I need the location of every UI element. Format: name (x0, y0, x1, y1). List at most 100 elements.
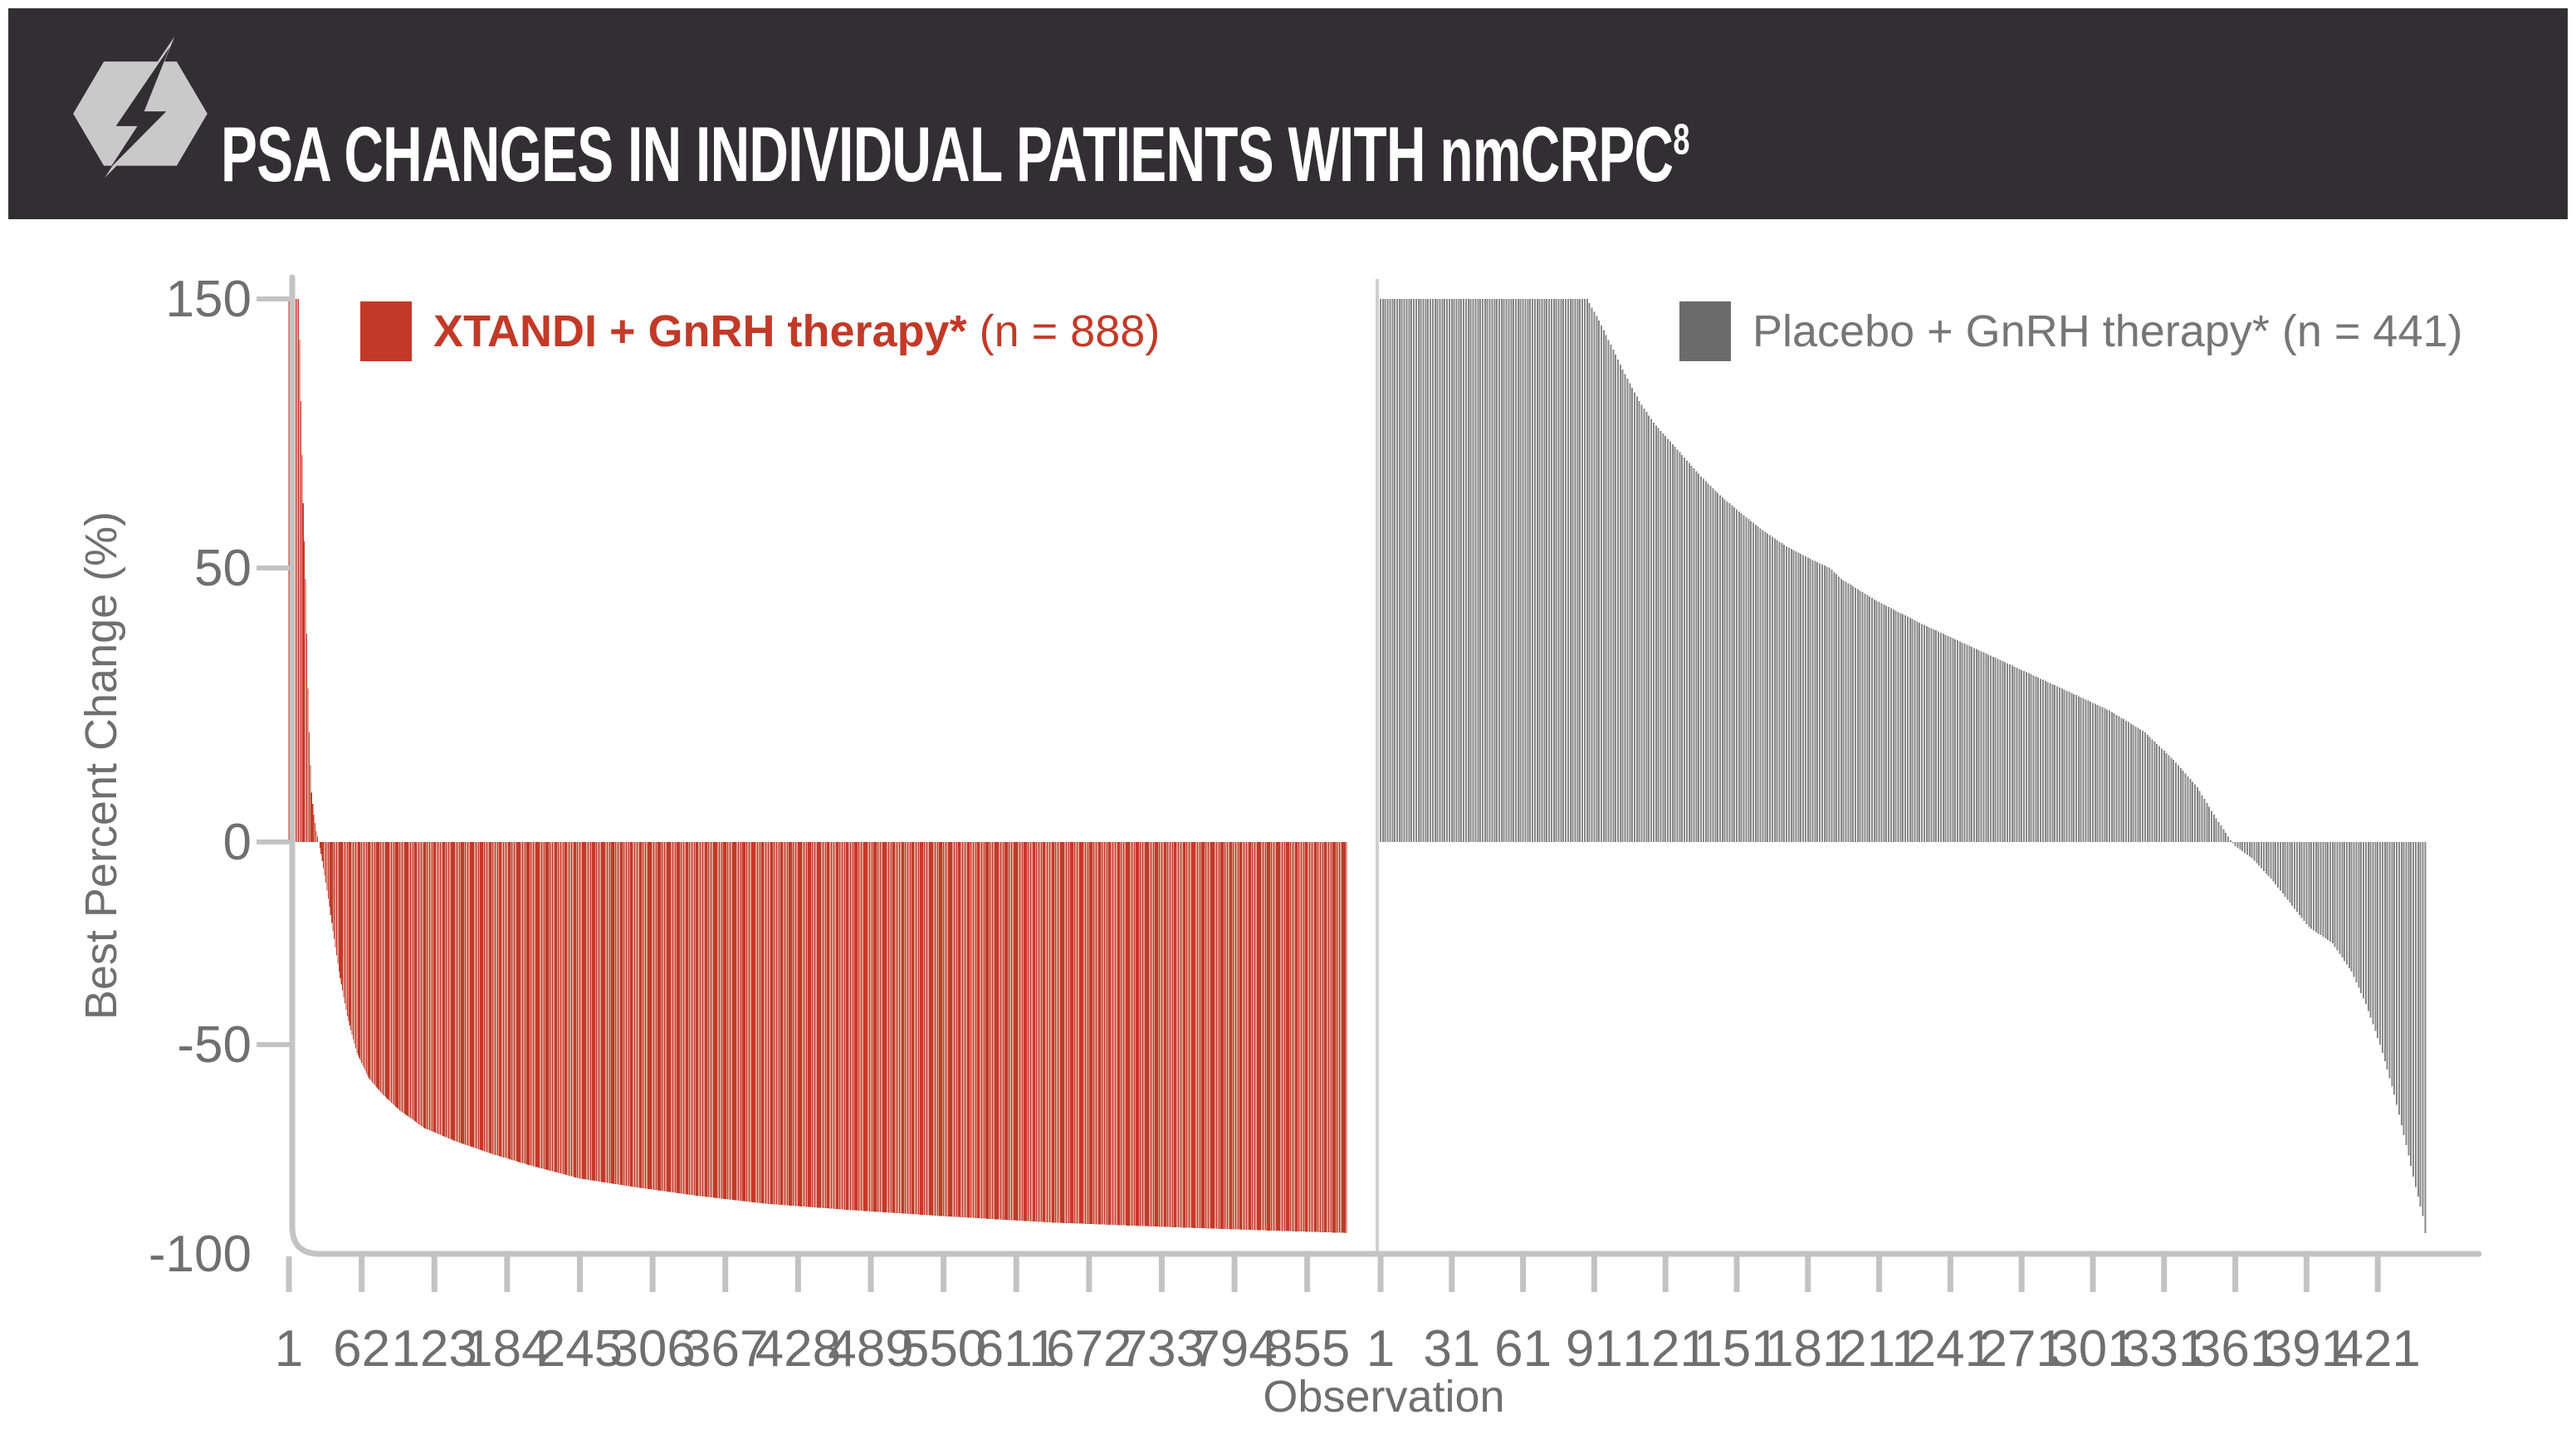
bar (1305, 842, 1307, 1232)
bar (1168, 842, 1170, 1227)
bar (2096, 705, 2099, 842)
bar (1591, 307, 1593, 842)
bar (1056, 842, 1058, 1223)
bar (690, 842, 692, 1196)
bar (364, 842, 366, 1071)
bar (1925, 625, 1928, 842)
bar (1231, 842, 1233, 1230)
bar (334, 842, 335, 940)
bar (1327, 842, 1328, 1233)
bar (536, 842, 538, 1168)
bar (670, 842, 672, 1192)
bar (1389, 299, 1391, 842)
bar (835, 842, 837, 1209)
bar (565, 842, 566, 1175)
bar (946, 842, 948, 1216)
bar (310, 792, 312, 842)
bar (1928, 627, 1930, 842)
bar (944, 842, 946, 1216)
bar (473, 842, 475, 1148)
bar (1084, 842, 1087, 1224)
bar (608, 842, 609, 1183)
bar (1474, 299, 1477, 842)
bar (1100, 842, 1102, 1225)
bar (1583, 299, 1586, 842)
bar (712, 842, 714, 1198)
bar (561, 842, 563, 1174)
bar (628, 842, 629, 1187)
bar (979, 842, 980, 1219)
bar (1740, 513, 1743, 842)
bar (1059, 842, 1061, 1223)
bar (2261, 842, 2263, 869)
bar (2203, 799, 2206, 842)
x-tick-label: 241 (1908, 1320, 1993, 1378)
bar (567, 842, 569, 1176)
bar (395, 842, 397, 1108)
bar (523, 842, 525, 1164)
bar (1064, 842, 1066, 1223)
bar (1273, 842, 1275, 1231)
bar (1436, 299, 1439, 842)
bar (887, 842, 888, 1213)
bar (2229, 840, 2231, 842)
bar (2419, 842, 2422, 1207)
bar (755, 842, 757, 1203)
bar (629, 842, 631, 1187)
bar (624, 842, 626, 1186)
bar (890, 842, 892, 1213)
bar (471, 842, 472, 1147)
bar (1643, 408, 1645, 842)
bar (1657, 428, 1659, 842)
bar (466, 842, 467, 1145)
bar (1806, 557, 1809, 842)
bar (676, 842, 677, 1193)
x-tick-label: 391 (2264, 1320, 2349, 1378)
xtandi-bars (288, 299, 1347, 1233)
bar (1800, 553, 1802, 842)
x-tick-label: 367 (682, 1320, 768, 1378)
bar (1065, 842, 1068, 1223)
bar (665, 842, 667, 1192)
x-axis-title: Observation (1263, 1372, 1504, 1422)
bar (883, 842, 885, 1212)
bar (1167, 842, 1169, 1227)
bar (1044, 842, 1046, 1222)
bar (1345, 842, 1347, 1233)
bar (570, 842, 572, 1177)
x-tick-label: 91 (1566, 1320, 1623, 1378)
bar (425, 842, 427, 1129)
bar (2101, 707, 2104, 842)
bar (1266, 842, 1268, 1231)
bar (2358, 842, 2360, 988)
bar (1233, 842, 1234, 1230)
bar (1769, 535, 1772, 842)
x-tick-label: 306 (609, 1320, 695, 1378)
bar (958, 842, 960, 1217)
bar (299, 339, 301, 843)
bar (685, 842, 687, 1195)
bar (972, 842, 975, 1218)
legend-xtandi-label: XTANDI + GnRH therapy* (433, 306, 967, 356)
bar (511, 842, 513, 1160)
bar (1757, 526, 1759, 842)
bar (952, 842, 954, 1217)
bar (2388, 842, 2391, 1079)
bar (1427, 299, 1430, 842)
bar (481, 842, 483, 1151)
y-tick-label: -100 (149, 1226, 252, 1283)
bar (1572, 299, 1574, 842)
bar (2314, 842, 2317, 933)
bar (2011, 665, 2013, 842)
bar (2158, 746, 2161, 842)
bar (1218, 842, 1220, 1229)
bar (1119, 842, 1121, 1226)
bar (1274, 842, 1276, 1231)
x-tick-label: 428 (755, 1320, 841, 1378)
bar (1533, 299, 1536, 842)
bar (1949, 637, 1952, 842)
bar (1017, 842, 1019, 1221)
bar (1923, 624, 1925, 842)
bar (848, 842, 850, 1211)
bar (1538, 299, 1541, 842)
